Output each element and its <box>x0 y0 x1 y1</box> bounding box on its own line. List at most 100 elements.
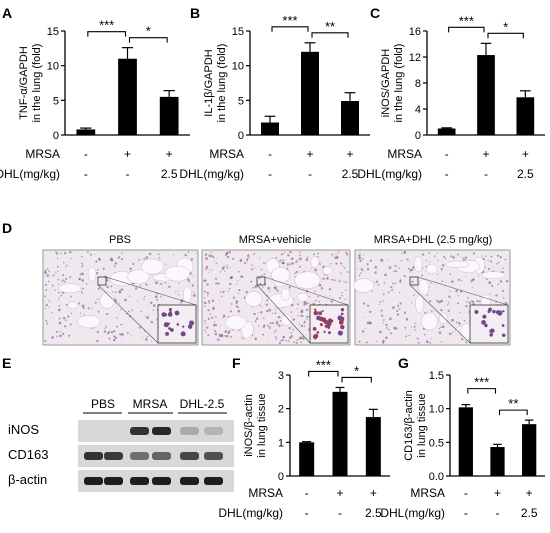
cell-dot <box>228 287 231 290</box>
airspace <box>58 283 82 294</box>
cell-dot <box>413 325 416 328</box>
cell-dot <box>95 271 99 275</box>
significance-label: *** <box>474 375 489 390</box>
cell-dot <box>326 277 329 280</box>
cell-dot <box>56 252 59 255</box>
cell-dot <box>374 271 377 274</box>
cell-dot <box>451 319 453 321</box>
cell-dot <box>117 257 119 259</box>
inset-cell <box>474 310 479 314</box>
significance-label: ** <box>325 19 335 34</box>
cell-dot <box>164 282 167 284</box>
significance-bracket <box>311 32 349 38</box>
cell-dot <box>154 295 158 299</box>
cell-dot <box>281 339 284 342</box>
cell-dot <box>250 268 253 271</box>
cd163-band <box>130 452 149 460</box>
cell-dot <box>51 284 54 287</box>
cell-dot <box>207 309 210 312</box>
cell-dot <box>398 308 401 310</box>
airspace <box>280 313 293 326</box>
cell-dot <box>330 263 332 265</box>
cell-dot <box>110 257 113 261</box>
cell-dot <box>46 267 49 270</box>
cell-dot <box>62 279 64 282</box>
cell-dot <box>289 336 292 339</box>
airspace <box>224 315 247 330</box>
cell-dot <box>106 312 109 316</box>
inset-cell <box>169 310 172 314</box>
cell-dot <box>288 286 291 289</box>
cell-dot <box>330 278 332 281</box>
cell-dot <box>390 286 393 289</box>
inset-cell <box>314 308 317 311</box>
bar <box>458 407 473 476</box>
cell-dot <box>342 265 345 267</box>
dhl-dose: - <box>445 167 449 181</box>
cell-dot <box>306 318 308 321</box>
cell-dot <box>55 330 58 334</box>
cell-dot <box>285 339 287 342</box>
cell-dot <box>191 284 194 287</box>
cell-dot <box>230 303 233 305</box>
cell-dot <box>289 250 292 254</box>
zoom-line <box>256 284 311 344</box>
cell-dot <box>188 280 191 283</box>
cell-dot <box>305 308 309 311</box>
cell-dot <box>99 258 101 261</box>
cell-dot <box>385 323 388 327</box>
cell-dot <box>190 258 194 261</box>
cell-dot <box>467 297 469 299</box>
cell-dot <box>211 269 213 271</box>
significance-bracket <box>498 409 528 416</box>
cell-dot <box>138 258 141 261</box>
y-tick-label: 1.5 <box>429 370 444 382</box>
cell-dot <box>470 280 473 283</box>
cell-dot <box>374 265 378 269</box>
cell-dot <box>263 324 266 327</box>
cell-dot <box>274 286 277 290</box>
cell-dot <box>56 257 59 259</box>
cell-dot <box>69 276 72 279</box>
cell-dot <box>346 271 349 273</box>
cell-dot <box>54 289 56 291</box>
cell-dot <box>425 340 429 344</box>
cell-dot <box>496 263 498 265</box>
cell-dot <box>131 309 134 312</box>
cell-dot <box>209 269 211 271</box>
bar <box>341 101 359 135</box>
cell-dot <box>337 251 340 253</box>
airspace <box>445 260 470 268</box>
cell-dot <box>81 279 85 282</box>
zoom-line <box>105 276 197 306</box>
cell-dot <box>302 337 305 340</box>
cell-dot <box>502 297 505 299</box>
y-axis-label: CD163/β-actin <box>403 390 415 461</box>
cell-dot <box>499 280 503 283</box>
cell-dot <box>488 281 492 285</box>
significance-label: * <box>354 363 359 378</box>
cell-dot <box>495 301 497 303</box>
cell-dot <box>58 308 61 312</box>
bar <box>516 97 535 135</box>
cell-dot <box>216 338 219 341</box>
row-label-mrsa: MRSA <box>410 486 445 500</box>
y-tick-label: 0 <box>415 130 421 142</box>
panel-label-D: D <box>2 220 12 236</box>
airspace <box>425 263 438 274</box>
cell-dot <box>272 312 274 314</box>
airspace <box>413 256 423 273</box>
cell-dot <box>298 265 301 268</box>
cell-dot <box>413 294 415 296</box>
cell-dot <box>80 255 83 258</box>
cell-dot <box>421 274 424 277</box>
cell-dot <box>306 315 309 318</box>
zoom-region <box>97 276 107 286</box>
inset-cell <box>312 327 317 331</box>
airspace <box>297 292 309 302</box>
airspace <box>294 271 321 289</box>
cell-dot <box>399 302 402 305</box>
cell-dot <box>61 281 63 283</box>
inset-cell <box>189 320 195 326</box>
cell-dot <box>382 319 385 321</box>
